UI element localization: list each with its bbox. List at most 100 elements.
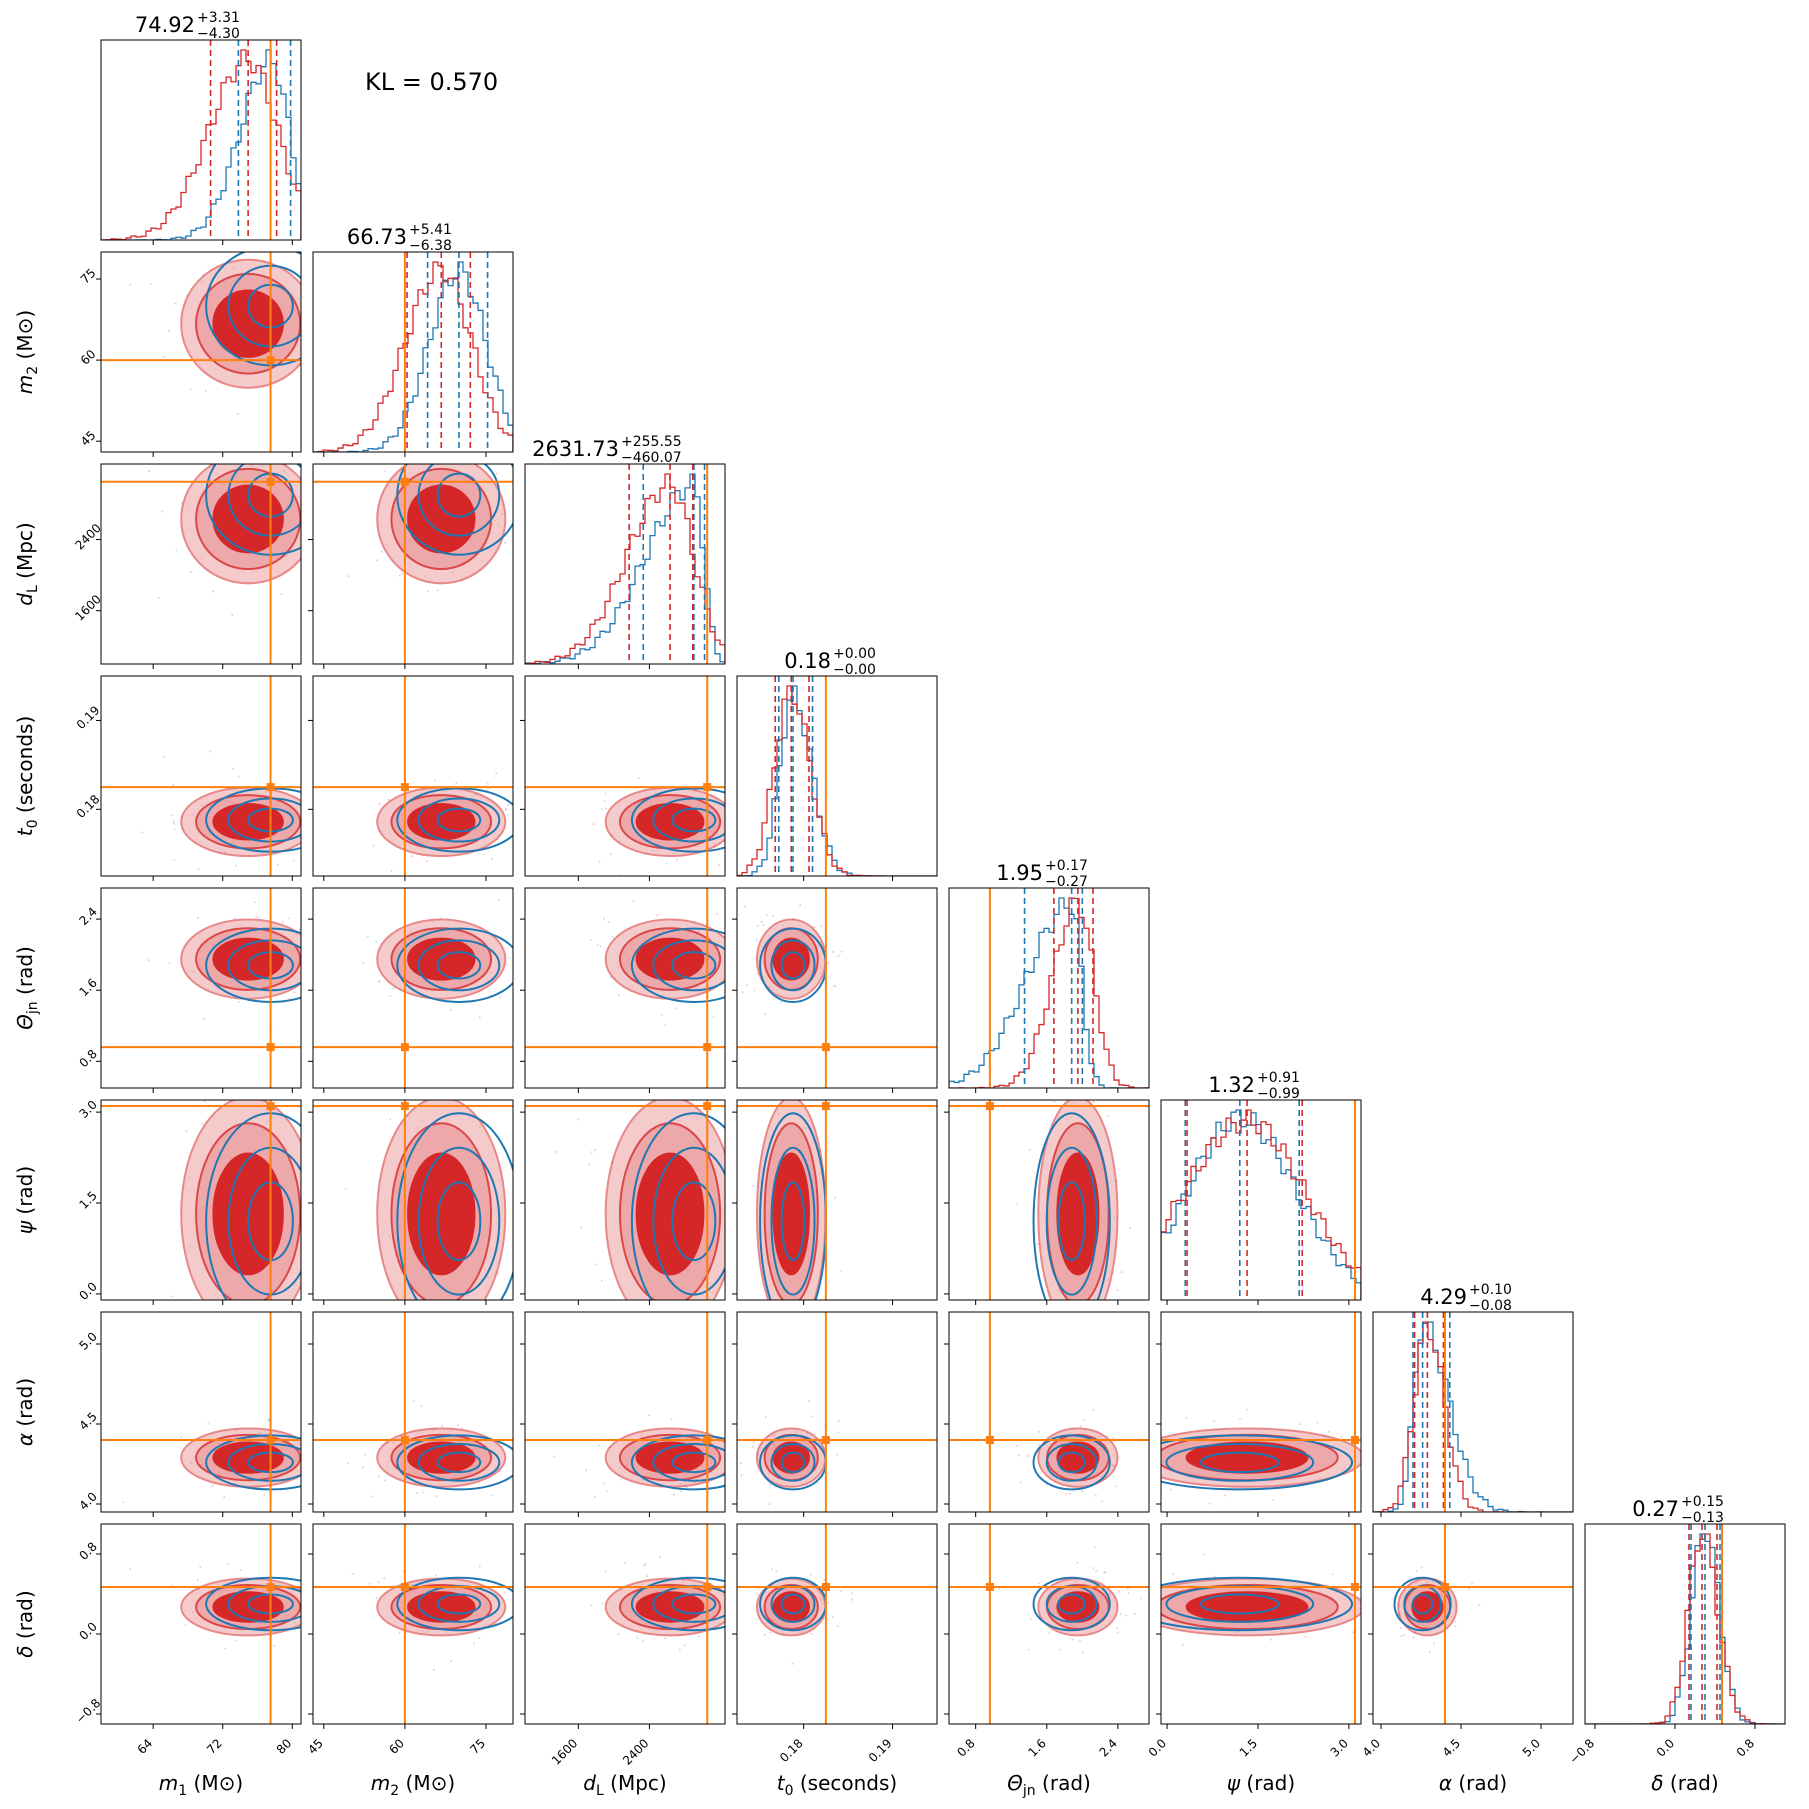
panel-frame [524,1099,726,1301]
sample-point [1027,1648,1030,1651]
y-tick-label-theta_jn: 0.8 [76,1047,99,1070]
sample-point [540,1212,542,1214]
sample-point [742,811,744,813]
hist-a-m1 [101,49,301,240]
sample-point [265,215,267,217]
contour-b-mid-m2-theta_jn [417,939,501,992]
panel-frame [1160,1099,1362,1301]
sample-point [449,1660,452,1663]
sample-point [223,1496,226,1499]
sample-point [1420,1566,1423,1569]
sample-point [173,858,176,861]
sample-point [739,778,741,780]
sample-point [1146,1616,1148,1618]
sample-point [375,940,378,943]
panel-frame [312,675,514,877]
hist-a-delta [1585,1533,1785,1724]
contour-b-outer-dL-psi [630,1112,725,1300]
sample-point [751,1445,754,1448]
truth-marker-m1-alpha [266,1436,275,1444]
sample-point [1131,1631,1133,1633]
contour-b-outer-m2-theta_jn [396,927,513,1003]
sample-point [383,1479,386,1482]
sample-point [1065,1493,1068,1496]
sample-point [199,1566,202,1569]
sample-point [285,443,287,445]
sample-point [734,972,736,974]
x-tick-label-m2: 75 [467,1736,488,1757]
y-tick-label-alpha: 5.0 [76,1329,99,1352]
sample-point [234,1094,236,1096]
truth-marker-dL-theta_jn [703,1043,712,1052]
title-value-m1: 74.92 [135,13,195,37]
title-plus-delta: +0.15 [1681,1494,1724,1510]
sample-point [196,1578,199,1581]
sample-point [733,1639,735,1641]
sample-point [281,921,284,924]
sample-point [343,1580,345,1582]
sample-point [1203,1553,1206,1556]
sample-point [422,1491,425,1494]
panel-alpha-m2 [308,1311,516,1517]
panel-frame [736,1523,938,1725]
title-plus-t0: +0.00 [833,646,876,662]
contour-b-outer-psi-delta [1161,1576,1354,1632]
sample-point [148,469,151,472]
sample-point [1125,1614,1128,1617]
sample-point [748,819,750,821]
x-tick-label-alpha: 5.0 [1520,1736,1543,1759]
x-tick-label-dL: 2400 [620,1736,651,1767]
sample-point [441,1084,443,1086]
sample-point [189,388,192,391]
contour-b-inner-alpha-delta [1411,1593,1434,1615]
sample-point [514,1436,516,1438]
sample-point [467,428,469,430]
sample-point [664,1637,667,1640]
sample-point [728,1194,730,1196]
sample-point [832,984,835,987]
sample-point [504,541,507,544]
sample-point [1029,1618,1032,1621]
sample-point [712,1016,715,1019]
sample-point [851,1592,854,1595]
y-tick-label-psi: 3.0 [76,1098,99,1121]
sample-point [837,1431,840,1434]
sample-point [237,1000,240,1003]
title-plus-dL: +255.55 [621,434,682,450]
sample-point [712,1313,714,1315]
sample-point [799,904,802,907]
panel-theta_jn-m2 [308,874,514,1093]
panel-theta_jn-dL [520,887,736,1093]
sample-point [420,1404,423,1407]
sample-point [642,1639,645,1642]
sample-point [181,1058,183,1060]
sample-point [595,1263,598,1266]
sample-point [307,932,309,934]
sample-point [644,1562,647,1565]
y-tick-label-psi: 1.5 [76,1189,99,1212]
sample-point [503,874,505,876]
sample-point [755,939,758,942]
sample-point [378,980,381,983]
sample-point [455,1322,457,1324]
sample-point [756,973,759,976]
sample-point [1381,1621,1383,1623]
sample-point [366,1331,368,1333]
contour-b-mid-dL-psi [652,1146,725,1296]
sample-point [697,1635,700,1638]
sample-point [604,807,607,810]
sample-point [850,1598,853,1601]
sample-point [1072,1638,1075,1641]
contour-b-mid-theta_jn-psi [1045,1146,1098,1296]
sample-point [743,1621,745,1623]
sample-point [771,1312,773,1314]
sample-point [730,1166,732,1168]
contour-b-mid-dL-theta_jn [652,939,725,992]
sample-point [553,1455,556,1458]
sample-point [303,1229,305,1231]
sample-point [1015,1203,1018,1206]
contour-b-outer-theta_jn-delta [1032,1576,1111,1632]
sample-point [1017,1454,1020,1457]
panel-frame [948,1099,1150,1301]
